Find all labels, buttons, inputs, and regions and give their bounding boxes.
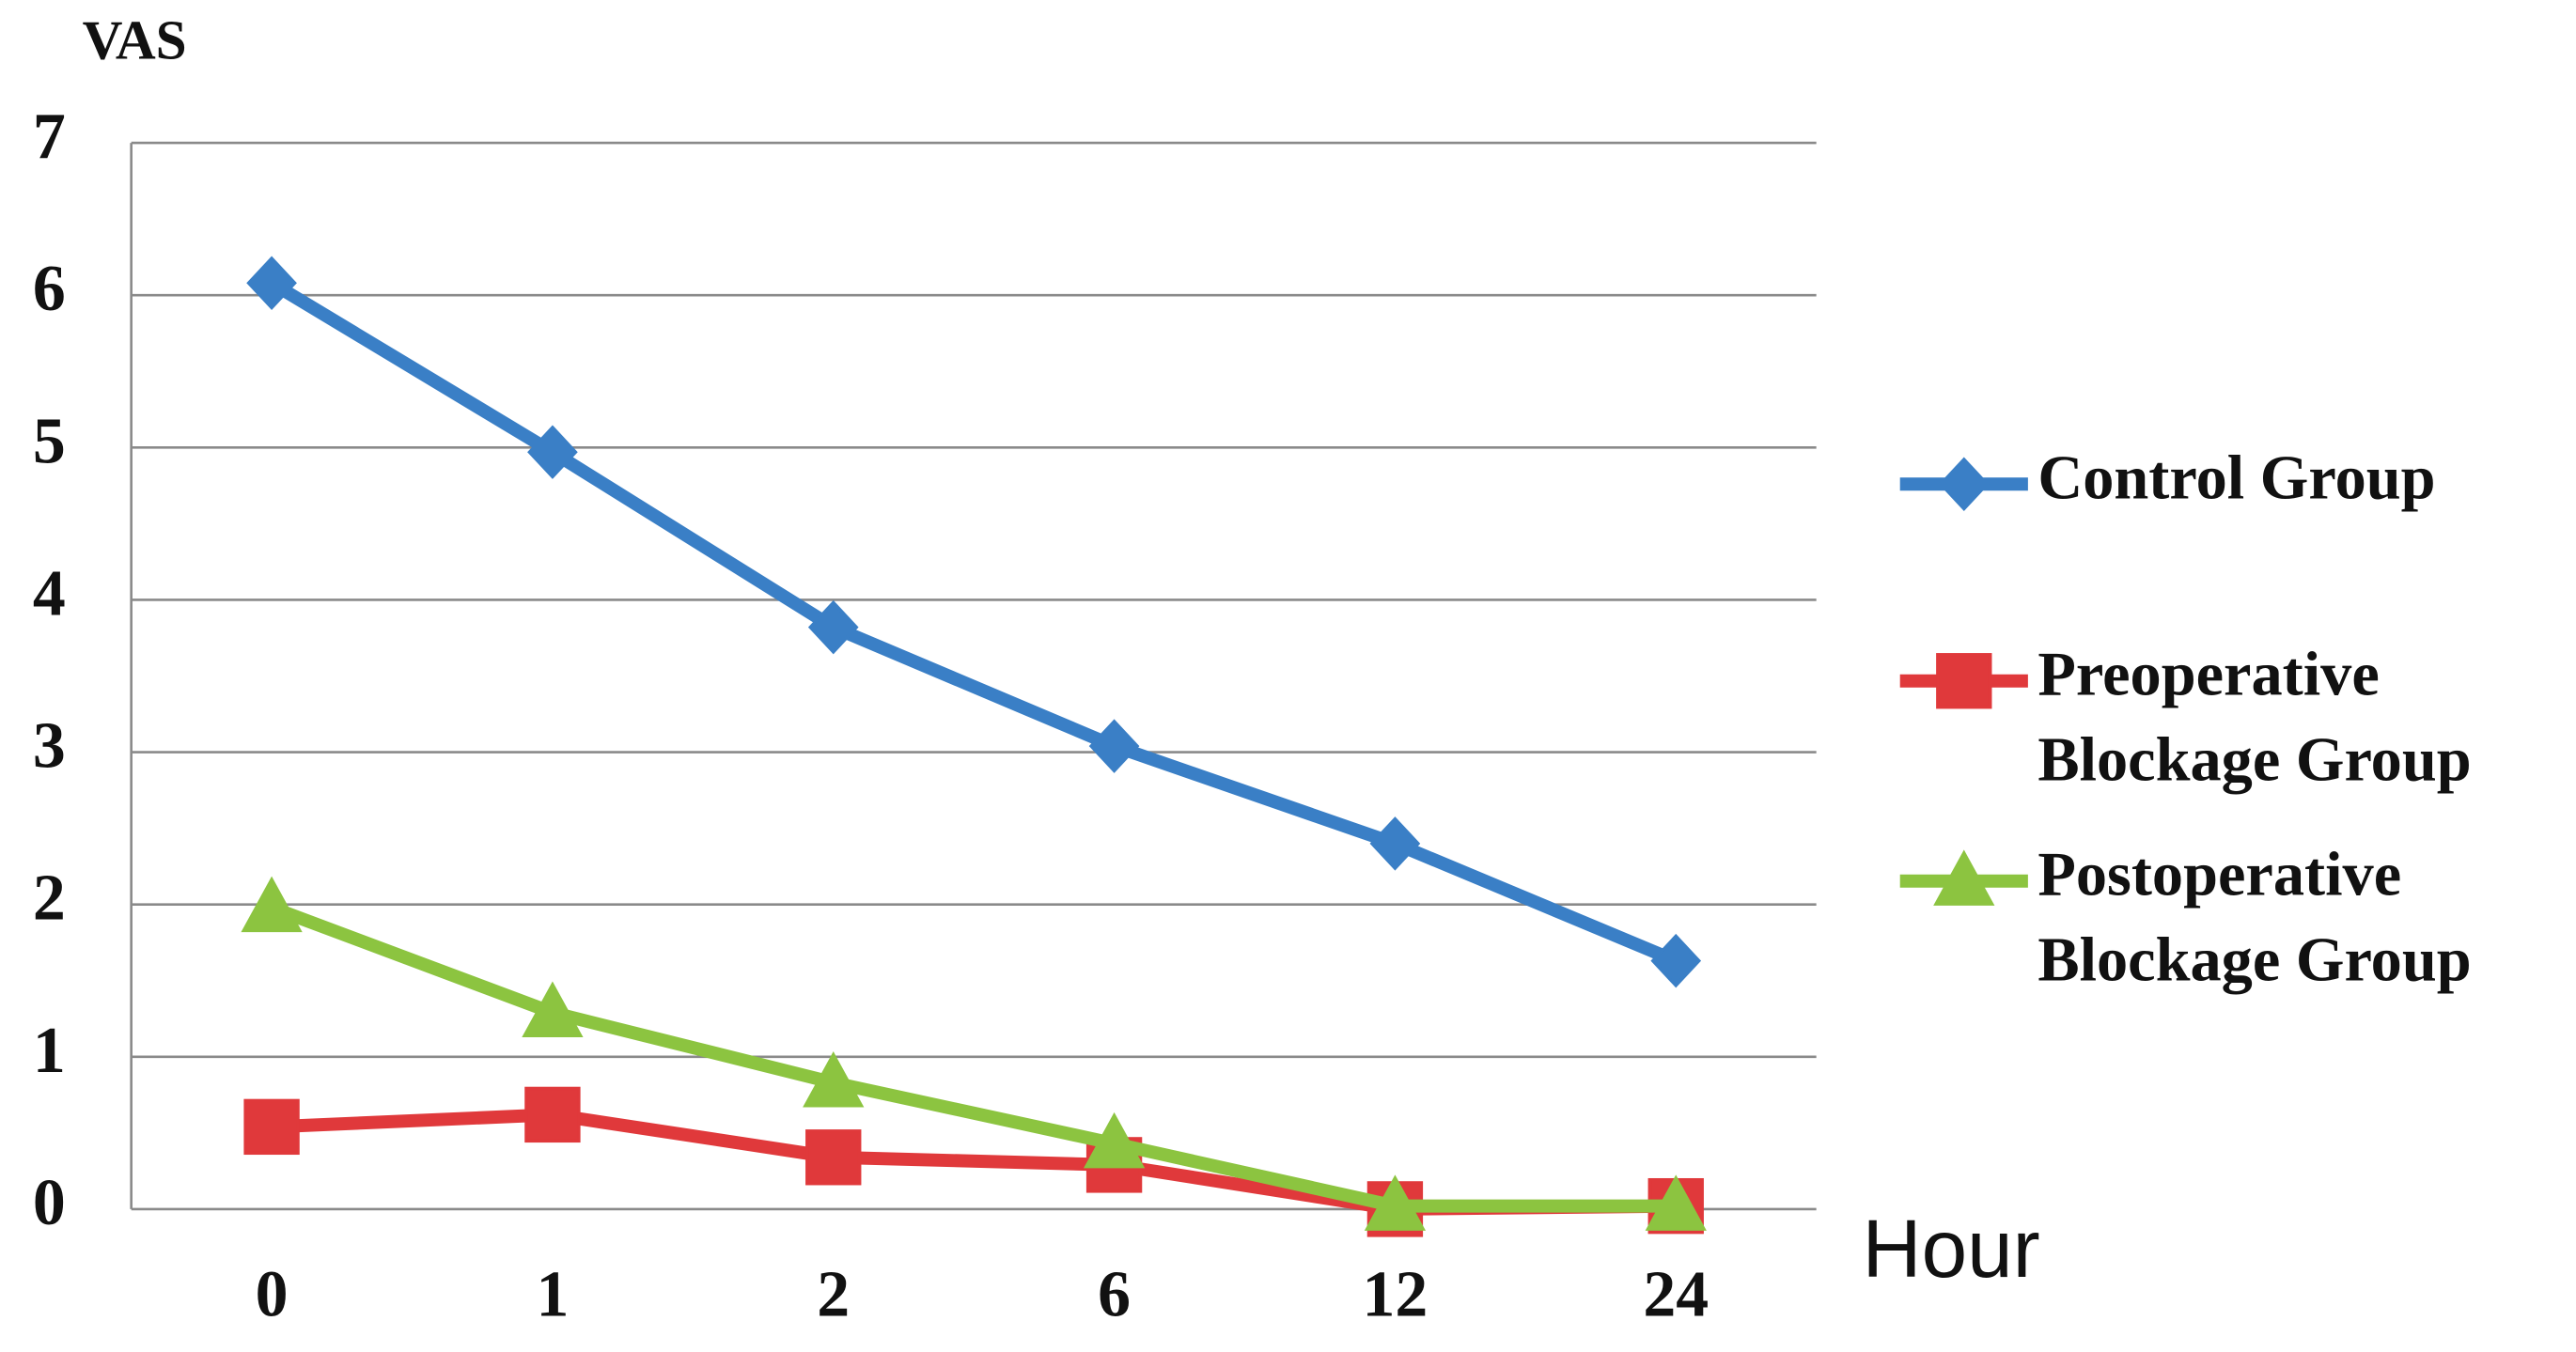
- series-line: [268, 277, 1678, 968]
- legend-marker: [1933, 849, 1995, 906]
- data-point: [522, 981, 584, 1037]
- x-tick-label: 12: [1363, 1259, 1429, 1331]
- data-point: [1369, 816, 1421, 871]
- data-point: [1364, 1174, 1427, 1231]
- data-point: [1645, 1174, 1707, 1231]
- y-tick-label: 1: [33, 1015, 66, 1087]
- y-tick-label: 0: [33, 1167, 66, 1239]
- data-point: [241, 876, 303, 933]
- data-point: [805, 1129, 862, 1186]
- x-axis-label: Hour: [1863, 1204, 2040, 1295]
- y-axis-label: VAS: [83, 9, 187, 71]
- x-tick-label: 1: [536, 1259, 569, 1331]
- legend-marker: [1938, 457, 1990, 511]
- series-line: [271, 1108, 1677, 1216]
- x-tick-label: 2: [817, 1259, 850, 1331]
- x-tick-label: 24: [1643, 1259, 1709, 1331]
- legend-marker: [1936, 653, 1992, 709]
- data-point: [1650, 933, 1702, 988]
- x-tick-label: 0: [256, 1259, 289, 1331]
- legend-label: Preoperative Blockage Group: [2037, 641, 2471, 795]
- data-point: [524, 1086, 581, 1143]
- data-point: [807, 599, 859, 655]
- y-tick-label: 3: [33, 710, 66, 783]
- y-tick-label: 2: [33, 862, 66, 935]
- y-tick-label: 6: [33, 253, 66, 325]
- y-tick-label: 7: [33, 101, 66, 173]
- data-point: [803, 1051, 865, 1108]
- y-tick-label: 5: [33, 405, 66, 477]
- data-point: [246, 256, 297, 310]
- x-tick-label: 6: [1098, 1259, 1131, 1331]
- data-point: [1088, 719, 1140, 773]
- data-point: [1083, 1111, 1146, 1169]
- y-tick-label: 4: [33, 557, 66, 629]
- data-point: [527, 425, 578, 479]
- legend-label: Control Group: [2037, 443, 2435, 512]
- data-point: [243, 1098, 300, 1156]
- series-line: [269, 901, 1677, 1213]
- legend-label: Postoperative Blockage Group: [2037, 841, 2471, 995]
